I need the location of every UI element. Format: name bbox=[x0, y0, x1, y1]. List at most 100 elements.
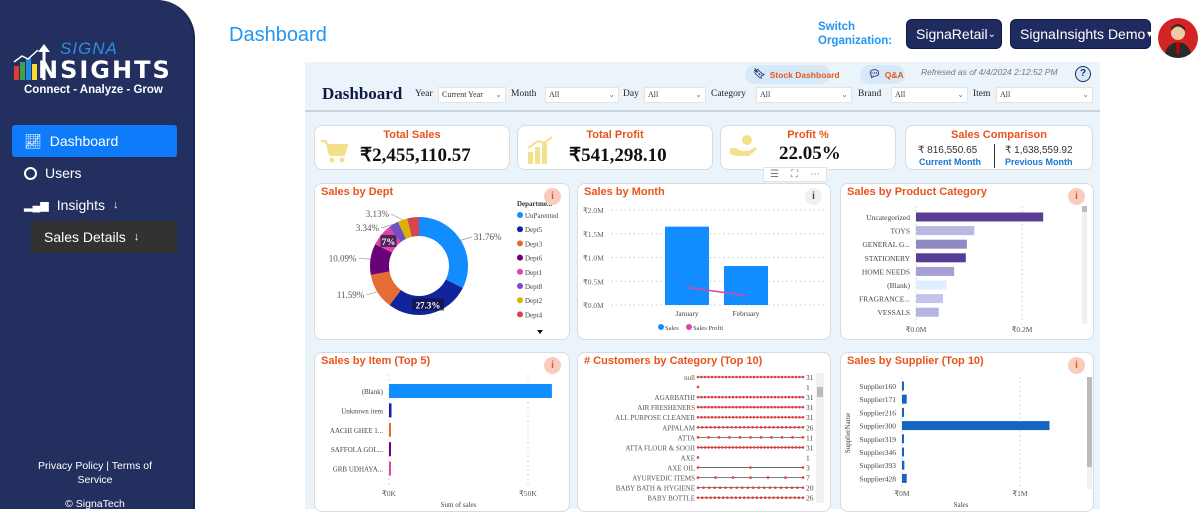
stock-dashboard-button[interactable]: 🔖︎ Stock Dashboard bbox=[745, 65, 840, 84]
filter-day-select[interactable]: All ⌄ bbox=[644, 87, 706, 103]
data-point bbox=[759, 415, 763, 419]
legend-item[interactable]: Dept2 bbox=[525, 297, 543, 305]
data-point bbox=[789, 426, 792, 429]
data-point bbox=[730, 426, 733, 429]
data-point bbox=[724, 415, 728, 419]
sidebar-item-insights[interactable]: ▂▄▆ Insights ↓ bbox=[12, 189, 177, 221]
data-point bbox=[724, 486, 727, 489]
data-point bbox=[801, 426, 805, 429]
data-point bbox=[759, 446, 763, 449]
data-point bbox=[763, 496, 767, 500]
visual-header-toolbar: ☰ ⛶ ⋯ bbox=[763, 167, 827, 182]
bar-grb-udhaya- bbox=[389, 461, 391, 476]
data-point bbox=[717, 375, 721, 379]
data-point bbox=[731, 405, 735, 409]
terms-link[interactable]: Terms of Service bbox=[77, 460, 152, 486]
data-point bbox=[777, 375, 780, 379]
data-point bbox=[696, 496, 700, 500]
qa-button[interactable]: 💬︎ Q&A bbox=[860, 65, 905, 84]
y-tick-label: ₹1.0M bbox=[583, 254, 604, 263]
divider bbox=[305, 110, 1100, 112]
data-label: 11.59% bbox=[337, 290, 365, 300]
kpi-total-profit: Total Profit ₹541,298.10 bbox=[517, 125, 713, 170]
data-point bbox=[780, 395, 784, 399]
logo: SIGNA NSIGHTS Connect - Analyze - Grow bbox=[0, 0, 195, 100]
data-point bbox=[773, 405, 777, 409]
y-tick-label: STATIONERY bbox=[865, 254, 911, 263]
data-point bbox=[772, 426, 775, 429]
legend-item[interactable]: Dept6 bbox=[525, 255, 543, 263]
y-tick-label: Unknown item bbox=[341, 407, 383, 415]
scrollbar[interactable] bbox=[816, 373, 824, 503]
workspace-select[interactable]: SignaInsights Demo ▼ bbox=[1010, 19, 1154, 49]
scrollbar[interactable] bbox=[1082, 206, 1087, 324]
filter-month-select[interactable]: All ⌄ bbox=[545, 87, 619, 103]
data-point bbox=[768, 426, 771, 429]
legend-scroll-arrow[interactable] bbox=[537, 330, 543, 334]
sidebar-item-sales-details[interactable]: Sales Details ↓ bbox=[31, 221, 177, 253]
data-point bbox=[759, 426, 763, 429]
scrollbar-thumb[interactable] bbox=[817, 387, 823, 397]
data-point bbox=[728, 436, 731, 439]
help-icon[interactable]: ? bbox=[1075, 66, 1091, 82]
organization-value: SignaRetail bbox=[916, 26, 988, 42]
y-tick-label: Supplier171 bbox=[859, 395, 896, 404]
data-point bbox=[776, 496, 780, 500]
legend-item[interactable]: Dept5 bbox=[525, 226, 543, 234]
filter-icon[interactable]: ☰ bbox=[770, 169, 779, 180]
y-tick-label: HOME NEEDS bbox=[862, 267, 910, 276]
legend-item[interactable]: UnParented bbox=[525, 212, 559, 220]
line-sales-profit bbox=[686, 286, 747, 297]
legend-item[interactable]: Dept4 bbox=[525, 311, 543, 319]
column-chart: ₹0.0M ₹0.5M ₹1.0M ₹1.5M ₹2.0M January February… bbox=[583, 206, 826, 332]
privacy-policy-link[interactable]: Privacy Policy bbox=[37, 460, 104, 472]
legend-item[interactable]: Dept3 bbox=[525, 240, 543, 248]
filter-brand-select[interactable]: All ⌄ bbox=[891, 87, 968, 103]
data-point bbox=[770, 446, 773, 449]
filter-year-select[interactable]: Current Year ⌄ bbox=[438, 87, 506, 103]
organization-select[interactable]: SignaRetail ⌄ bbox=[906, 19, 1002, 49]
data-point bbox=[734, 426, 738, 429]
bar-chart: ₹0M ₹1M Supplier160 Supplier171 Supplier216 S… bbox=[844, 377, 1092, 509]
info-icon[interactable]: i bbox=[1068, 357, 1085, 374]
info-icon[interactable]: i bbox=[544, 357, 561, 374]
bar--blank- bbox=[916, 280, 947, 290]
data-label: 10.09% bbox=[329, 253, 357, 263]
focus-mode-icon[interactable]: ⛶ bbox=[790, 169, 798, 180]
kpi-value: 22.05% bbox=[779, 143, 841, 164]
data-label: 26 bbox=[806, 494, 814, 503]
hand-coin-icon bbox=[730, 135, 757, 156]
data-point bbox=[745, 405, 749, 409]
legend-item[interactable]: Dept1 bbox=[525, 269, 543, 277]
sidebar-item-dashboard[interactable]: 📈︎ Dashboard bbox=[12, 125, 177, 157]
data-point bbox=[801, 496, 805, 500]
info-icon[interactable]: i bbox=[805, 188, 822, 205]
info-icon[interactable]: i bbox=[1068, 188, 1085, 205]
data-point bbox=[721, 395, 724, 399]
scrollbar-thumb[interactable] bbox=[1082, 206, 1087, 212]
chart-title: Sales by Item (Top 5) bbox=[321, 355, 431, 367]
data-point bbox=[787, 446, 791, 449]
filter-category-select[interactable]: All ⌄ bbox=[756, 87, 852, 103]
sidebar-item-users[interactable]: Users bbox=[12, 157, 177, 189]
data-point bbox=[735, 446, 738, 449]
data-point bbox=[714, 415, 717, 419]
more-options-icon[interactable]: ⋯ bbox=[809, 169, 820, 180]
data-point bbox=[794, 395, 798, 399]
legend-item[interactable]: Dept8 bbox=[525, 283, 543, 291]
data-point bbox=[780, 375, 784, 379]
bar-stationery bbox=[916, 253, 966, 263]
filter-item-select[interactable]: All ⌄ bbox=[996, 87, 1093, 103]
data-point bbox=[747, 426, 750, 429]
x-tick-label: ₹0K bbox=[382, 489, 397, 498]
info-icon[interactable]: i bbox=[544, 188, 561, 205]
bar-supplier428 bbox=[902, 473, 907, 483]
scrollbar-thumb[interactable] bbox=[1087, 377, 1092, 467]
y-tick-label: ₹0.0M bbox=[583, 301, 604, 310]
data-point bbox=[749, 446, 752, 449]
avatar[interactable] bbox=[1158, 18, 1198, 58]
bar-supplier300 bbox=[902, 421, 1050, 431]
data-point bbox=[749, 436, 752, 439]
data-point bbox=[728, 415, 731, 419]
